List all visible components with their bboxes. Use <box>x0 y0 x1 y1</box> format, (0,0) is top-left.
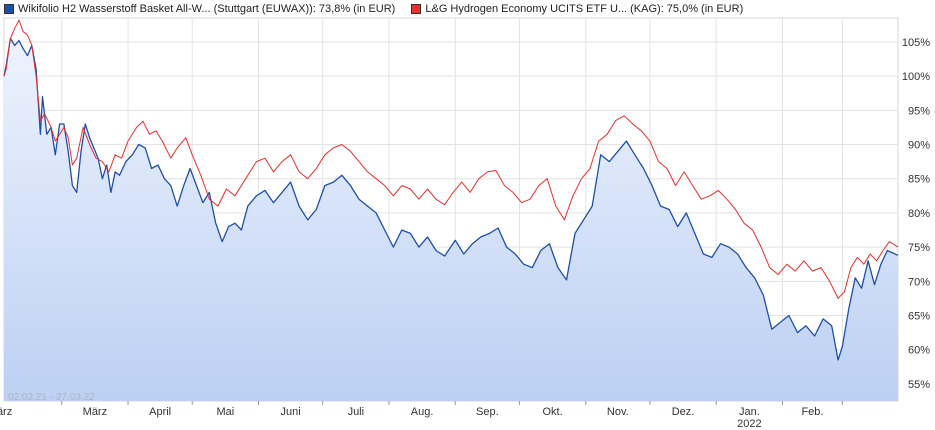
y-tick-label: 105% <box>902 37 930 49</box>
y-tick-label: 65% <box>908 311 930 323</box>
area-layer <box>4 38 898 401</box>
line-layer <box>3 19 899 361</box>
x-tick-label: Okt. <box>543 406 563 418</box>
x-tick-label: Nov. <box>607 406 629 418</box>
y-tick-label: 90% <box>908 140 930 152</box>
x-tick-label: Aug. <box>411 406 434 418</box>
x-tick-label: Dez. <box>672 406 695 418</box>
x-tick-label: Sep. <box>476 406 499 418</box>
x-tick-label: April <box>149 406 171 418</box>
legend-item-series1[interactable]: Wikifolio H2 Wasserstoff Basket All-W...… <box>4 3 395 15</box>
x-tick-label: Jan. <box>739 406 760 418</box>
x-tick-label: Juli <box>348 406 365 418</box>
legend-swatch-series2 <box>411 4 422 14</box>
legend-label-series1: Wikifolio H2 Wasserstoff Basket All-W...… <box>18 3 396 15</box>
legend: Wikifolio H2 Wasserstoff Basket All-W...… <box>4 2 759 16</box>
legend-label-series2: L&G Hydrogen Economy UCITS ETF U... (KAG… <box>425 3 744 15</box>
legend-swatch-series1 <box>4 4 14 14</box>
x-tick-label: Feb. <box>801 406 823 418</box>
x-tick-label: Mai <box>216 406 234 418</box>
legend-item-series2[interactable]: L&G Hydrogen Economy UCITS ETF U... (KAG… <box>411 3 743 15</box>
y-tick-label: 55% <box>908 379 930 391</box>
series-line-2 <box>3 19 899 299</box>
x-tick-label: März <box>0 406 12 418</box>
x-tick-label: Juni <box>280 406 300 418</box>
y-tick-label: 75% <box>908 242 930 254</box>
axis-layer: 55% 60% 65% 70% 75% 80% 85% 90% 95% 100% 105% März A… <box>0 37 930 430</box>
y-tick-label: 95% <box>908 105 930 117</box>
y-tick-label: 100% <box>902 71 930 83</box>
x-year-label: 2022 <box>737 418 761 430</box>
y-tick-label: 80% <box>908 208 930 220</box>
x-tick-label: März <box>83 406 107 418</box>
y-tick-label: 70% <box>908 276 930 288</box>
series-line-1 <box>3 37 899 361</box>
date-range-label: 02.02.21 - 27.03.22 <box>8 392 95 403</box>
y-tick-label: 60% <box>908 345 930 357</box>
series-area-1 <box>4 38 898 401</box>
y-tick-label: 85% <box>908 174 930 186</box>
